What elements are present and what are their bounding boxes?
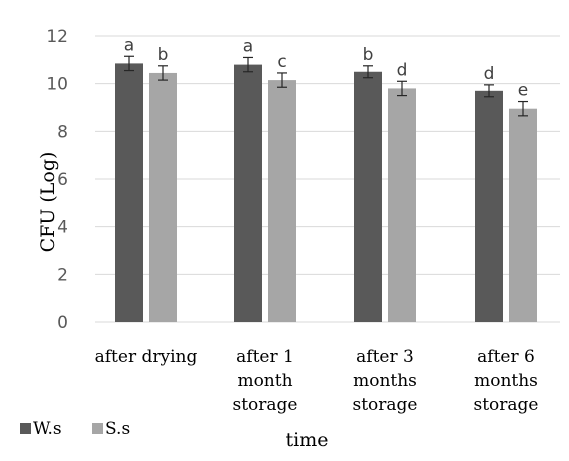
bar-ws [475, 90, 503, 322]
x-category-label-line: storage [353, 395, 418, 415]
x-category-label-line: storage [233, 395, 298, 415]
y-axis-title: CFU (Log) [37, 152, 59, 253]
x-category-label: after 3 months storage [353, 347, 418, 415]
x-category-label-line: month [237, 371, 292, 391]
significance-letter: b [158, 45, 169, 65]
y-tick-label: 12 [46, 27, 68, 47]
significance-letter: c [277, 52, 286, 72]
bar-ss [509, 108, 537, 322]
x-category-label: after drying [95, 347, 198, 367]
x-category-label-line: months [474, 371, 538, 391]
x-axis-categories: after drying after 1 month storage after 3 mo… [95, 347, 539, 415]
bar-ws [234, 64, 262, 322]
y-tick-label: 6 [57, 170, 68, 190]
legend: W.s S.s [20, 419, 130, 439]
bar-ws [115, 63, 143, 323]
x-category-label: after 1 month storage [233, 347, 298, 415]
y-tick-label: 10 [46, 75, 68, 95]
bar-ss [268, 80, 296, 322]
legend-swatch-ws [20, 423, 31, 434]
bar-ws [354, 71, 382, 322]
significance-letter: a [124, 35, 134, 55]
y-tick-label: 4 [57, 218, 68, 238]
y-tick-label: 2 [57, 265, 68, 285]
bar-ss [388, 88, 416, 322]
x-category-label-line: after 1 [236, 347, 294, 367]
bar-ss [149, 72, 177, 322]
error-bars [124, 55, 528, 117]
legend-label-ss: S.s [105, 419, 130, 439]
x-category-label-line: months [353, 371, 417, 391]
x-category-label-line: after 3 [356, 347, 414, 367]
significance-letter: a [243, 36, 253, 56]
significance-letter: b [363, 45, 374, 65]
x-axis-title: time [286, 429, 329, 451]
y-tick-label: 8 [57, 122, 68, 142]
x-category-label-line: after 6 [477, 347, 535, 367]
y-tick-label: 0 [57, 313, 68, 333]
legend-swatch-ss [92, 423, 103, 434]
bars [115, 63, 537, 323]
significance-letters: a a b d b c d e [124, 35, 528, 100]
x-category-label-line: storage [474, 395, 539, 415]
significance-letter: d [397, 60, 408, 80]
legend-label-ws: W.s [33, 419, 62, 439]
significance-letter: d [484, 64, 495, 84]
x-category-label-line: after drying [95, 347, 198, 367]
significance-letter: e [518, 81, 528, 101]
y-axis-ticks: 0 2 4 6 8 10 12 [46, 27, 68, 333]
x-category-label: after 6 months storage [474, 347, 539, 415]
